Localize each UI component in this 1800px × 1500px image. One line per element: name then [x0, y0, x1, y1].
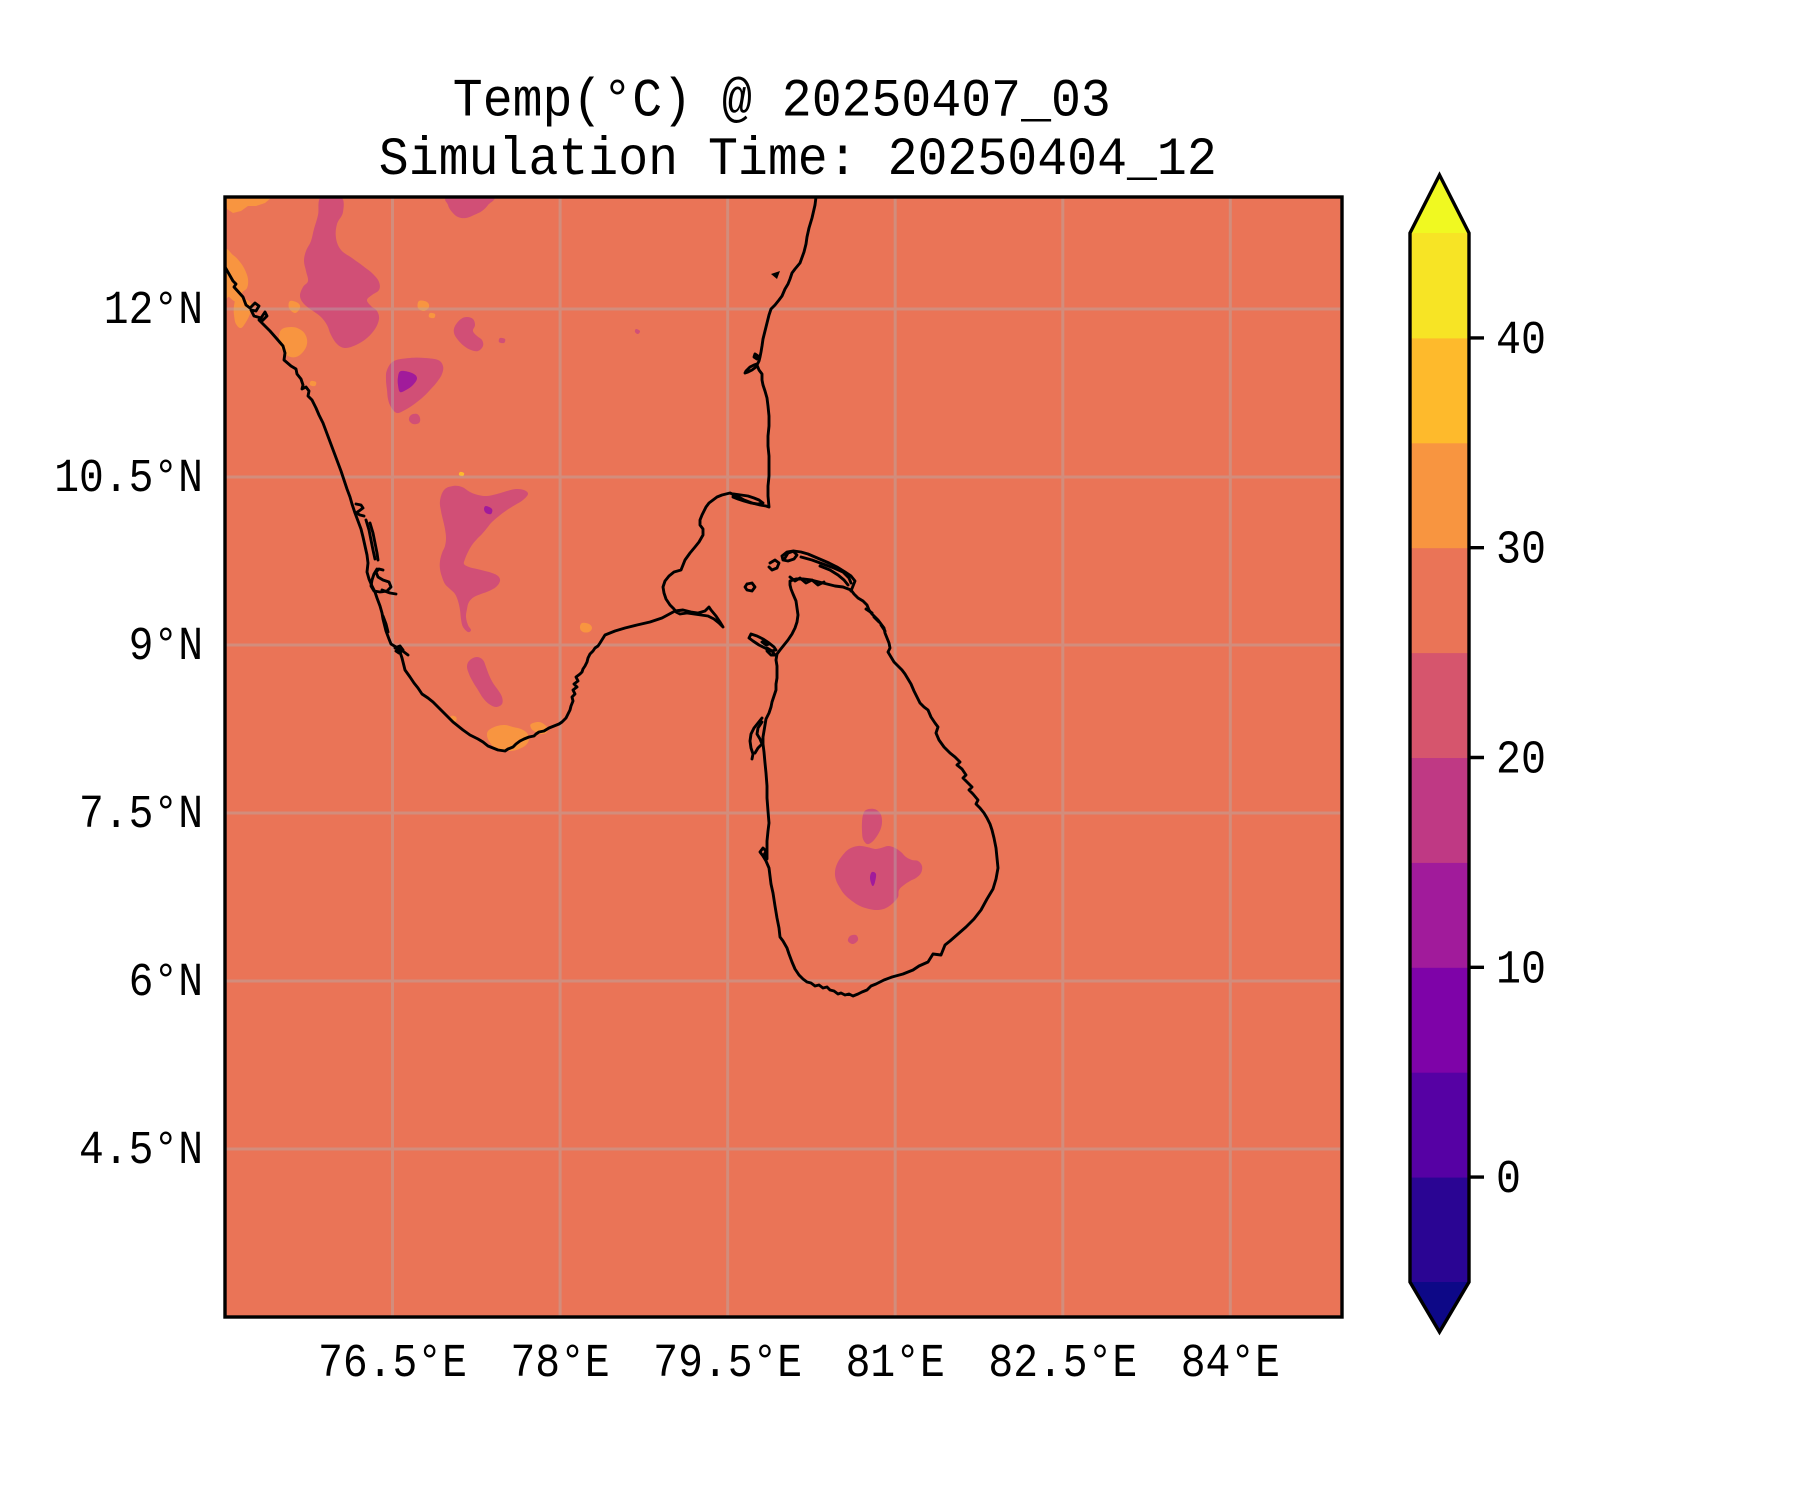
svg-text:76.5°E: 76.5°E [318, 1338, 467, 1391]
svg-text:81°E: 81°E [846, 1338, 945, 1391]
svg-text:9°N: 9°N [129, 621, 203, 674]
svg-text:12°N: 12°N [104, 285, 203, 338]
svg-text:30: 30 [1496, 525, 1546, 578]
svg-text:84°E: 84°E [1181, 1338, 1280, 1391]
svg-text:7.5°N: 7.5°N [79, 789, 203, 842]
svg-text:6°N: 6°N [129, 957, 203, 1010]
svg-text:Simulation Time: 20250404_12: Simulation Time: 20250404_12 [379, 130, 1217, 191]
svg-text:79.5°E: 79.5°E [653, 1338, 802, 1391]
svg-text:4.5°N: 4.5°N [79, 1125, 203, 1178]
svg-text:40: 40 [1496, 315, 1546, 368]
svg-text:0: 0 [1496, 1154, 1521, 1207]
svg-text:Temp(°C) @ 20250407_03: Temp(°C) @ 20250407_03 [453, 71, 1111, 132]
svg-text:82.5°E: 82.5°E [988, 1338, 1137, 1391]
svg-text:20: 20 [1496, 735, 1546, 788]
svg-text:10.5°N: 10.5°N [54, 453, 203, 506]
svg-text:78°E: 78°E [511, 1338, 610, 1391]
svg-text:10: 10 [1496, 944, 1546, 997]
